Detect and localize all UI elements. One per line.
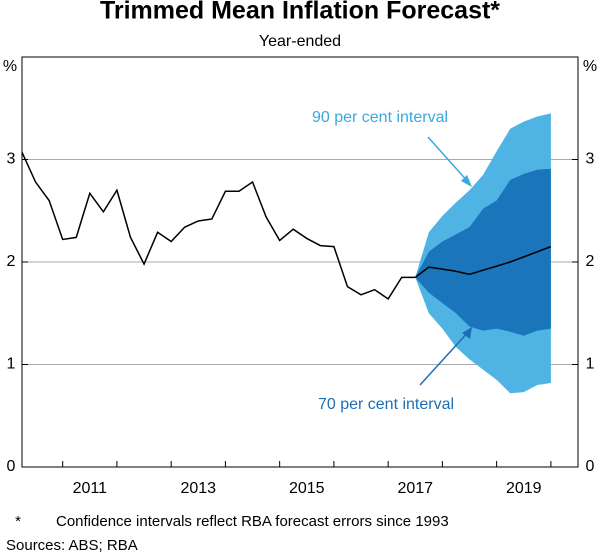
annotation: 90 per cent interval — [312, 109, 448, 126]
annotation-arrow — [427, 136, 471, 185]
footnote-marker: * — [15, 513, 21, 530]
x-tick-label: 2011 — [73, 480, 108, 497]
annotation-arrow — [419, 329, 471, 386]
y2-tick-label: 3 — [586, 151, 595, 168]
footnote: Confidence intervals reflect RBA forecas… — [56, 513, 449, 530]
y2-tick-label: 0 — [586, 458, 595, 475]
x-tick-label: 2017 — [397, 480, 433, 497]
plot-area: 0 0 1 1 2 2 3 3 2011 2013 2015 2017 2019 — [7, 56, 595, 497]
annotation: 70 per cent interval — [318, 396, 454, 413]
y-unit: % — [3, 58, 17, 75]
arrow-head — [461, 175, 472, 187]
x-tick-label: 2013 — [180, 480, 216, 497]
interval-band — [415, 168, 551, 336]
y-tick-label: 3 — [7, 151, 16, 168]
y2-tick-label: 2 — [586, 253, 595, 270]
series-line — [414, 245, 552, 278]
y2-tick-label: 1 — [586, 356, 595, 373]
y-tick-label: 1 — [7, 356, 16, 373]
chart-title: Trimmed Mean Inflation Forecast* — [100, 0, 500, 25]
arrow-head — [462, 327, 472, 339]
series-line — [21, 152, 416, 300]
y-tick-label: 0 — [7, 458, 16, 475]
x-tick-label: 2019 — [506, 480, 542, 497]
sources: Sources: ABS; RBA — [6, 537, 138, 554]
plot-frame — [21, 56, 579, 468]
y2-unit: % — [583, 58, 597, 75]
y-tick-label: 2 — [7, 253, 16, 270]
x-tick-label: 2015 — [289, 480, 325, 497]
chart-subtitle: Year-ended — [259, 33, 341, 50]
